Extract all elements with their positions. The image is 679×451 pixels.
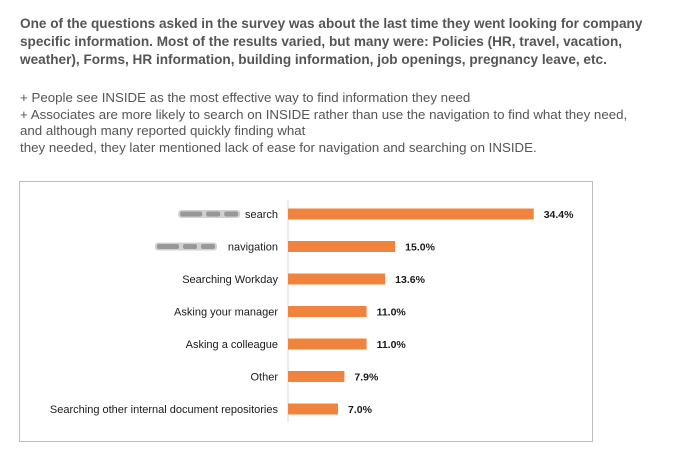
- bar-3: [288, 306, 367, 317]
- category-label-2: Searching Workday: [182, 274, 278, 286]
- value-label-1: 15.0%: [405, 242, 435, 254]
- bar-chart: search 34.4% navigation 15.0% Searching Work…: [19, 181, 593, 442]
- intro-paragraph: One of the questions asked in the survey…: [20, 16, 643, 67]
- bar-0: [288, 208, 534, 220]
- value-label-6: 7.0%: [348, 404, 373, 416]
- redacted-prefix-1: [155, 242, 217, 251]
- bullet-line-3: and although many reported quickly findi…: [20, 123, 306, 138]
- bar-5: [288, 371, 345, 382]
- bar-chart-svg: search 34.4% navigation 15.0% Searching Work…: [50, 200, 574, 422]
- redacted-prefix-0: [178, 210, 241, 218]
- category-label-5: Other: [250, 372, 278, 384]
- bullet-line-4: they needed, they later mentioned lack o…: [20, 139, 537, 155]
- bullet-line-1: + People see INSIDE as the most effectiv…: [20, 90, 471, 105]
- bar-4: [288, 338, 367, 350]
- category-label-6: Searching other internal document reposi…: [50, 404, 279, 416]
- value-label-4: 11.0%: [377, 339, 407, 351]
- bar-6: [288, 403, 338, 415]
- bullet-line-2: + Associates are more likely to search o…: [20, 106, 628, 122]
- value-label-2: 13.6%: [395, 274, 425, 286]
- value-label-5: 7.9%: [354, 372, 379, 384]
- value-label-0: 34.4%: [544, 209, 574, 221]
- bullet-list: + People see INSIDE as the most effectiv…: [20, 90, 670, 156]
- category-label-0: search: [245, 209, 278, 221]
- category-label-4: Asking a colleague: [186, 339, 278, 351]
- value-label-3: 11.0%: [377, 307, 407, 319]
- bar-1: [288, 241, 396, 252]
- bar-2: [288, 273, 386, 285]
- category-label-3: Asking your manager: [174, 307, 278, 319]
- category-label-1: navigation: [228, 242, 278, 254]
